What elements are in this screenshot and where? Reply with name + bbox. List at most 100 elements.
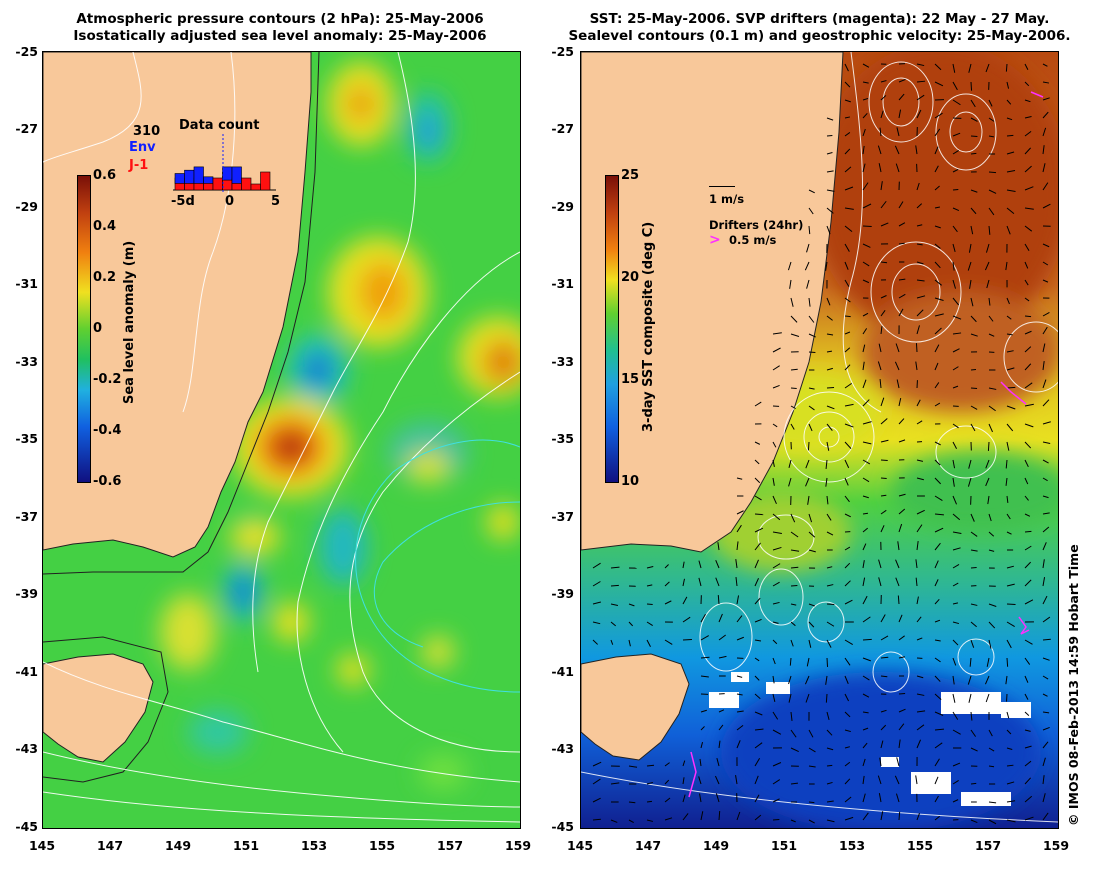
velocity-arrow xyxy=(952,780,959,785)
velocity-arrow xyxy=(879,757,882,767)
histogram-bar-j1 xyxy=(260,171,271,191)
velocity-arrow xyxy=(862,261,870,267)
velocity-arrow xyxy=(952,711,959,720)
velocity-arrow xyxy=(805,459,810,469)
velocity-arrow xyxy=(934,758,940,767)
velocity-key-arrow xyxy=(709,186,735,187)
velocity-arrow xyxy=(1042,741,1049,749)
velocity-arrow xyxy=(898,656,905,659)
velocity-arrow xyxy=(934,542,941,551)
velocity-arrow xyxy=(1042,111,1049,119)
right-xtick-5: 155 xyxy=(906,838,934,853)
left-xtick-0: 145 xyxy=(28,838,56,853)
velocity-arrow xyxy=(610,639,614,645)
velocity-arrow xyxy=(682,777,685,785)
velocity-arrow xyxy=(952,531,962,535)
right-xtick-6: 157 xyxy=(974,838,1002,853)
velocity-arrow xyxy=(699,758,702,767)
velocity-arrow xyxy=(1042,711,1050,714)
velocity-arrow xyxy=(772,729,782,735)
velocity-arrow xyxy=(934,579,939,587)
right-cb-tick-0: 25 xyxy=(621,168,640,183)
velocity-arrow xyxy=(862,477,870,483)
velocity-arrow xyxy=(934,165,939,173)
velocity-arrow xyxy=(772,441,777,448)
velocity-arrow xyxy=(1024,561,1032,569)
velocity-arrow xyxy=(1042,81,1050,84)
left-cb-tick-6: -0.6 xyxy=(93,474,122,489)
velocity-arrow xyxy=(934,459,941,466)
velocity-arrow xyxy=(1042,775,1045,785)
velocity-arrow xyxy=(790,549,800,552)
velocity-arrow xyxy=(844,261,849,270)
velocity-arrow xyxy=(1006,800,1016,803)
right-title-line2: Sealevel contours (0.1 m) and geostrophi… xyxy=(568,28,1071,44)
velocity-arrow xyxy=(896,757,900,767)
velocity-arrow xyxy=(916,616,922,623)
velocity-arrow xyxy=(1024,745,1032,749)
velocity-arrow xyxy=(988,639,992,649)
histogram-bar-env xyxy=(174,173,185,184)
velocity-arrow xyxy=(1006,99,1012,105)
velocity-arrow xyxy=(915,775,918,785)
velocity-arrow xyxy=(790,368,798,371)
velocity-arrow xyxy=(862,63,870,68)
velocity-arrow xyxy=(826,117,834,121)
velocity-arrow xyxy=(880,80,887,83)
velocity-arrow xyxy=(808,531,816,538)
velocity-arrow xyxy=(646,781,653,785)
velocity-arrow xyxy=(844,657,851,666)
sst-map xyxy=(581,52,1058,828)
velocity-arrow xyxy=(934,742,943,749)
velocity-arrow xyxy=(970,81,973,91)
velocity-arrow xyxy=(952,188,959,191)
velocity-arrow xyxy=(985,63,990,73)
velocity-arrow xyxy=(988,171,997,174)
velocity-arrow xyxy=(610,584,619,587)
velocity-arrow xyxy=(808,729,814,738)
velocity-arrow xyxy=(934,619,941,623)
velocity-arrow xyxy=(754,578,759,587)
velocity-arrow xyxy=(826,315,833,321)
velocity-arrow xyxy=(646,819,654,822)
velocity-arrow xyxy=(844,186,854,191)
velocity-arrow xyxy=(754,618,762,623)
right-ytick-0: -25 xyxy=(551,44,574,59)
velocity-arrow xyxy=(862,112,868,119)
velocity-arrow xyxy=(970,152,977,155)
velocity-arrow xyxy=(754,693,761,700)
left-cb-tick-2: 0.2 xyxy=(93,270,117,285)
velocity-arrow xyxy=(664,817,673,821)
left-cb-tick-4: -0.2 xyxy=(93,372,122,387)
velocity-arrow xyxy=(826,495,829,505)
velocity-arrow xyxy=(682,760,686,767)
velocity-arrow xyxy=(880,509,887,515)
velocity-arrow xyxy=(699,793,702,803)
velocity-arrow xyxy=(880,635,889,641)
velocity-arrow xyxy=(967,675,972,685)
velocity-arrow xyxy=(787,261,792,271)
velocity-arrow xyxy=(862,459,871,465)
velocity-arrow xyxy=(986,657,990,667)
velocity-arrow xyxy=(1024,81,1030,87)
velocity-arrow xyxy=(898,79,906,83)
inset-xtick-2: 5 xyxy=(271,194,281,209)
velocity-arrow xyxy=(826,207,834,214)
right-ytick-1: -27 xyxy=(551,121,574,136)
velocity-arrow xyxy=(826,225,831,235)
velocity-arrow xyxy=(714,775,720,785)
velocity-arrow xyxy=(934,795,939,803)
velocity-arrow xyxy=(880,200,887,209)
velocity-arrow xyxy=(772,711,779,720)
velocity-arrow xyxy=(718,811,721,821)
velocity-arrow xyxy=(916,459,924,462)
velocity-arrow xyxy=(682,596,688,605)
left-cb-tick-5: -0.4 xyxy=(93,423,122,438)
inset-count: 310 xyxy=(133,124,161,139)
velocity-arrow xyxy=(934,815,940,821)
left-cb-tick-0: 0.6 xyxy=(93,168,117,183)
histogram-bar-env xyxy=(203,176,214,184)
velocity-arrow xyxy=(896,127,900,137)
velocity-arrow xyxy=(1006,711,1010,719)
velocity-arrow xyxy=(880,811,884,821)
